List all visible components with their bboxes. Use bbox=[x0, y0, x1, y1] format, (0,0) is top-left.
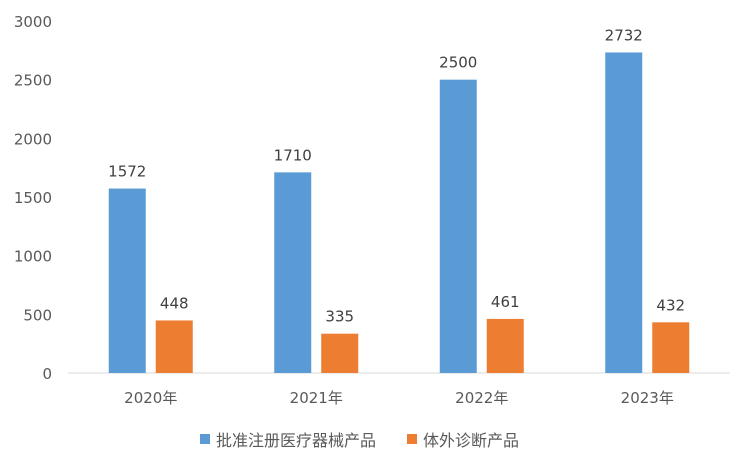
bar-registered-devices bbox=[605, 52, 643, 373]
bar-registered-devices bbox=[108, 188, 146, 373]
x-tick-label: 2020年 bbox=[124, 389, 177, 407]
data-label: 1710 bbox=[274, 146, 312, 164]
data-label: 448 bbox=[160, 294, 189, 312]
y-tick-label: 2000 bbox=[14, 130, 52, 148]
data-label: 2732 bbox=[605, 26, 643, 44]
y-tick-label: 2500 bbox=[14, 72, 52, 90]
x-tick-label: 2023年 bbox=[621, 389, 674, 407]
data-label: 2500 bbox=[439, 54, 477, 72]
bar-ivd-products bbox=[321, 333, 359, 373]
bar-ivd-products bbox=[155, 320, 193, 373]
x-tick-label: 2022年 bbox=[455, 389, 508, 407]
y-tick-label: 0 bbox=[42, 365, 52, 383]
legend-swatch bbox=[407, 434, 417, 444]
y-tick-label: 1000 bbox=[14, 248, 52, 266]
legend-swatch bbox=[200, 434, 210, 444]
legend-label: 体外诊断产品 bbox=[423, 431, 519, 450]
data-label: 1572 bbox=[108, 163, 146, 181]
data-label: 335 bbox=[325, 308, 354, 326]
bar-registered-devices bbox=[274, 172, 312, 373]
data-label: 432 bbox=[656, 296, 685, 314]
data-label: 461 bbox=[491, 293, 520, 311]
y-tick-label: 3000 bbox=[14, 13, 52, 31]
bar-registered-devices bbox=[439, 79, 477, 374]
bar-ivd-products bbox=[486, 318, 524, 373]
bar-ivd-products bbox=[652, 322, 690, 373]
x-tick-label: 2021年 bbox=[290, 389, 343, 407]
y-tick-label: 500 bbox=[23, 306, 52, 324]
legend-label: 批准注册医疗器械产品 bbox=[216, 431, 376, 450]
y-tick-label: 1500 bbox=[14, 189, 52, 207]
